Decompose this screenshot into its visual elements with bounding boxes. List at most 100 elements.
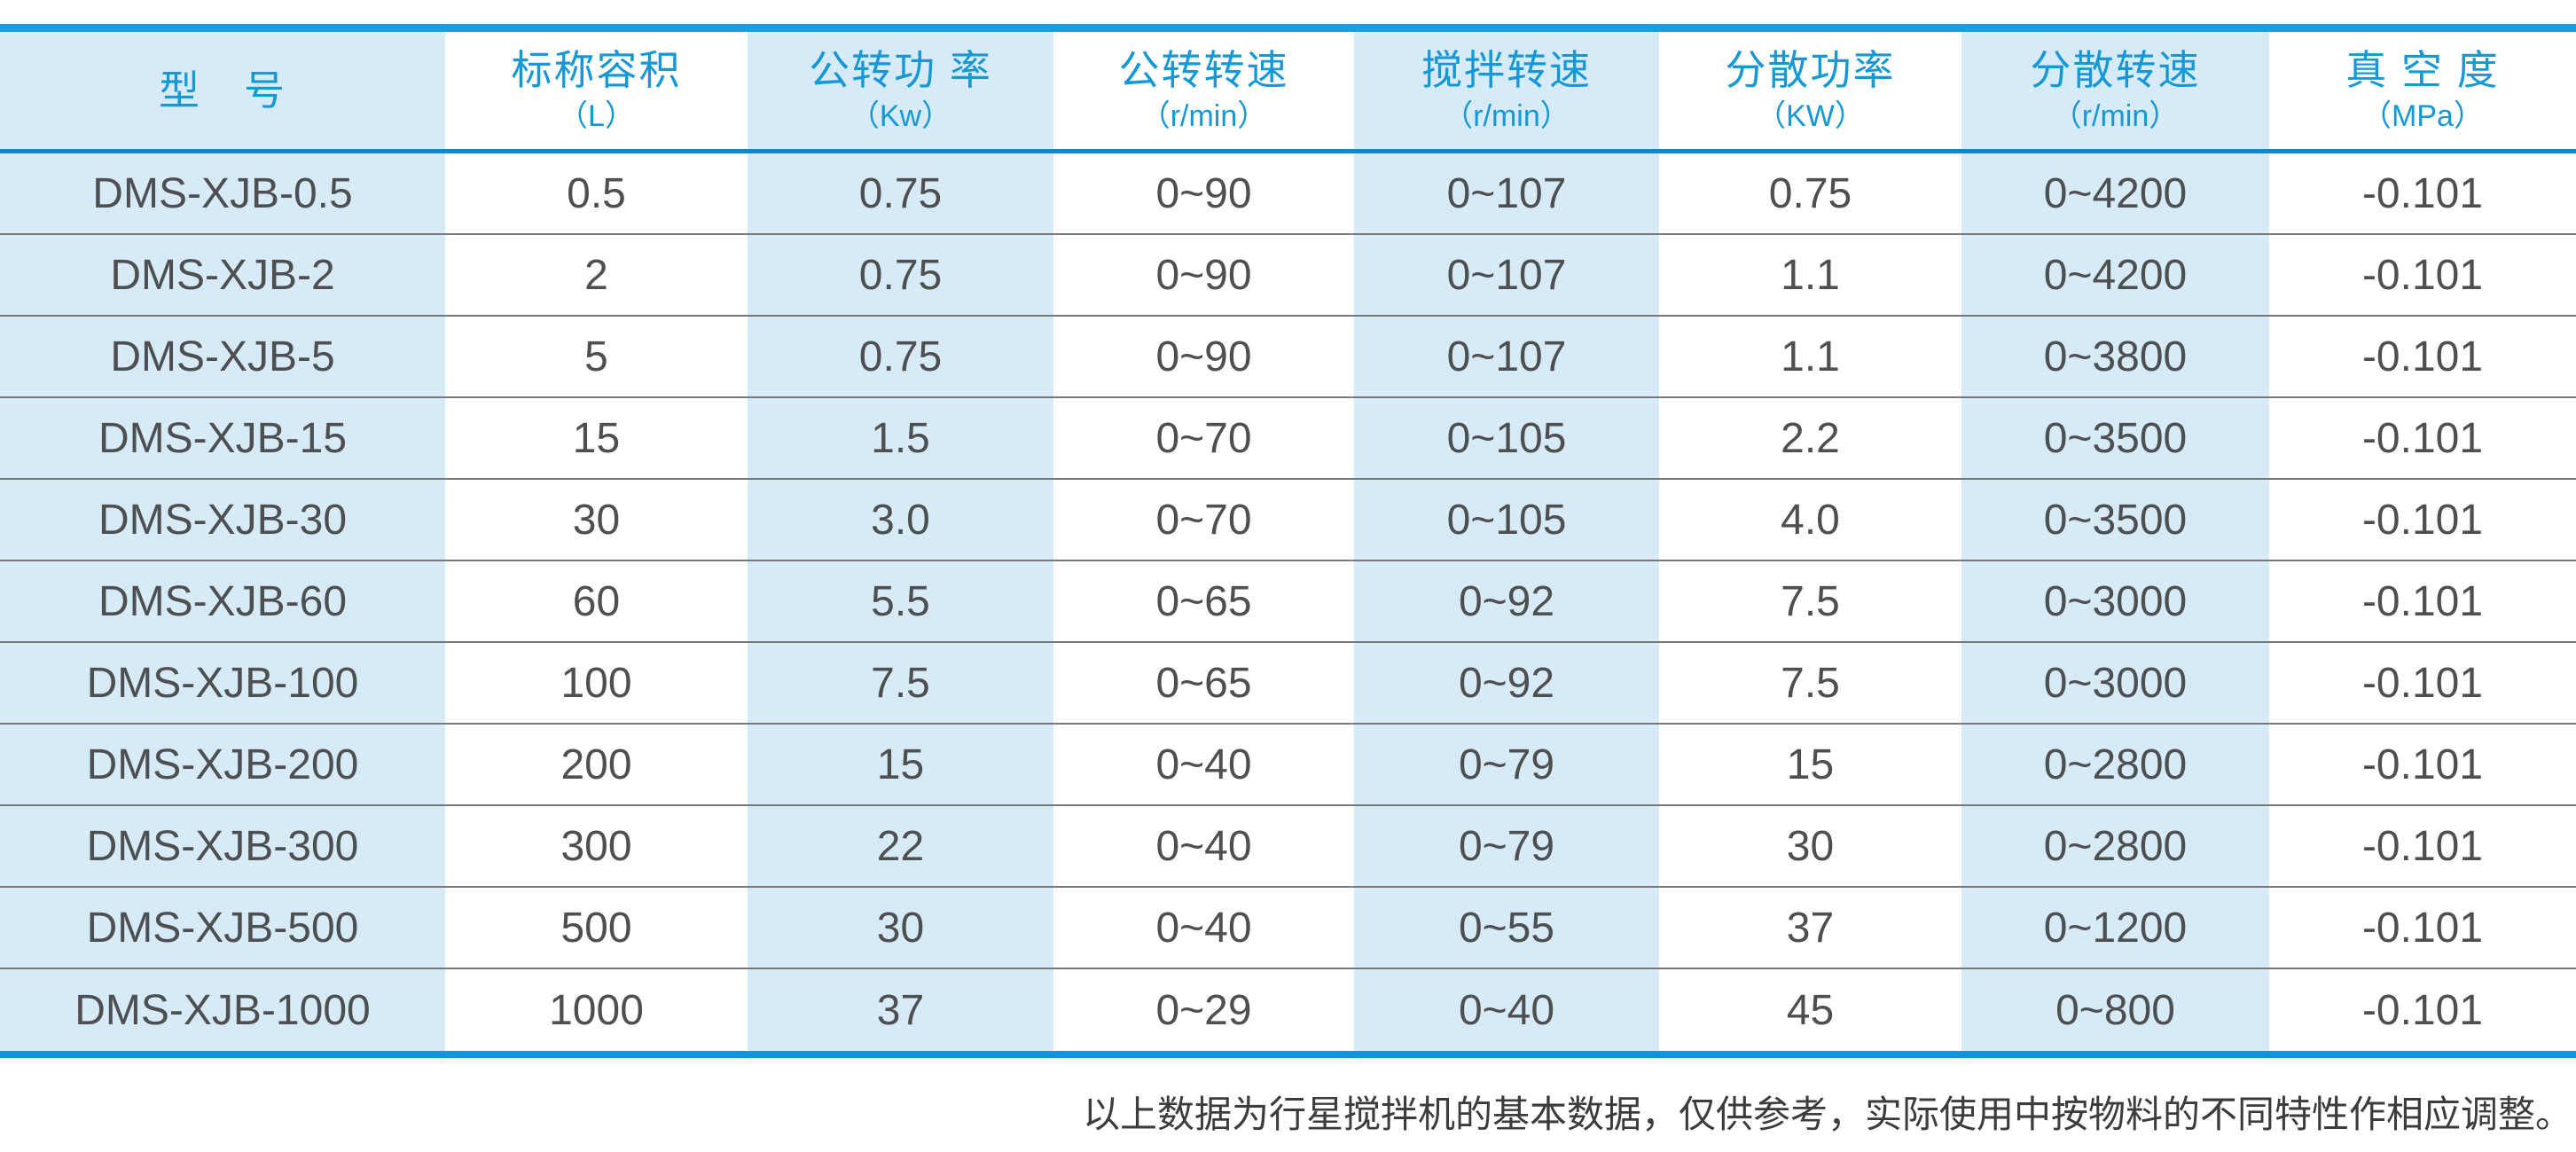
value-cell: -0.101 bbox=[2361, 741, 2484, 788]
value-cell: 0~70 bbox=[1155, 414, 1252, 462]
header-title: 分散转速 bbox=[2030, 47, 2201, 93]
value-cell: 0.5 bbox=[567, 169, 626, 217]
value-cell: 0~800 bbox=[1961, 969, 2269, 1051]
value-cell: -0.101 bbox=[2361, 414, 2484, 462]
value-cell: 30 bbox=[748, 888, 1053, 968]
value-cell: 0~105 bbox=[1354, 480, 1659, 560]
table-header-divider bbox=[0, 149, 2576, 153]
model-cell: DMS-XJB-500 bbox=[0, 888, 445, 968]
value-cell: 0~40 bbox=[1155, 822, 1252, 870]
value-cell: 0~29 bbox=[1155, 986, 1252, 1034]
value-cell: 2.2 bbox=[1781, 414, 1840, 462]
header-title: 搅拌转速 bbox=[1421, 47, 1592, 93]
value-cell: 2 bbox=[584, 251, 608, 299]
value-cell: -0.101 bbox=[2361, 251, 2484, 299]
value-cell: 500 bbox=[560, 904, 632, 952]
value-cell: 0~55 bbox=[1354, 888, 1659, 968]
header-cell-6: 分散转速 （r/min） bbox=[1961, 32, 2269, 149]
value-cell: 5.5 bbox=[748, 561, 1053, 641]
value-cell: 7.5 bbox=[1781, 659, 1840, 707]
value-cell: 0~2800 bbox=[1961, 806, 2269, 886]
value-cell: 30 bbox=[1786, 822, 1835, 870]
header-title: 型 号 bbox=[159, 67, 286, 114]
value-cell: -0.101 bbox=[2361, 169, 2484, 217]
header-unit: （r/min） bbox=[1139, 98, 1268, 133]
table-row: DMS-XJB-60 60 5.5 0~65 0~92 7.5 0~3000 -0.101 bbox=[0, 561, 2576, 643]
value-cell: 0~107 bbox=[1354, 235, 1659, 315]
value-cell: 22 bbox=[748, 806, 1053, 886]
table-row: DMS-XJB-200 200 15 0~40 0~79 15 0~2800 -0.101 bbox=[0, 725, 2576, 806]
model-cell: DMS-XJB-30 bbox=[0, 480, 445, 560]
value-cell: 0~105 bbox=[1354, 398, 1659, 478]
header-title: 公转转速 bbox=[1118, 47, 1289, 93]
value-cell: 0.75 bbox=[748, 153, 1053, 233]
value-cell: 200 bbox=[560, 741, 632, 788]
value-cell: 0~4200 bbox=[1961, 153, 2269, 233]
table-row: DMS-XJB-300 300 22 0~40 0~79 30 0~2800 -0.101 bbox=[0, 806, 2576, 888]
header-cell-7: 真 空 度 （MPa） bbox=[2269, 32, 2576, 149]
value-cell: 0~3500 bbox=[1961, 398, 2269, 478]
table-top-border bbox=[0, 24, 2576, 32]
header-unit: （L） bbox=[558, 98, 635, 133]
value-cell: -0.101 bbox=[2361, 577, 2484, 625]
value-cell: 0~4200 bbox=[1961, 235, 2269, 315]
header-title: 标称容积 bbox=[511, 47, 682, 93]
value-cell: 0~90 bbox=[1155, 251, 1252, 299]
header-cell-5: 分散功率 （KW） bbox=[1659, 32, 1961, 149]
value-cell: 1.1 bbox=[1781, 333, 1840, 380]
spec-table: 型 号 标称容积 （L） 公转功 率 （Kw） 公转转速 （r/min） 搅拌转速 （r/min… bbox=[0, 24, 2576, 1058]
value-cell: 0~107 bbox=[1354, 153, 1659, 233]
value-cell: 0~3800 bbox=[1961, 317, 2269, 396]
value-cell: 0~79 bbox=[1354, 725, 1659, 804]
value-cell: 1000 bbox=[549, 986, 644, 1034]
value-cell: 1.1 bbox=[1781, 251, 1840, 299]
model-cell: DMS-XJB-300 bbox=[0, 806, 445, 886]
value-cell: 0.75 bbox=[1768, 169, 1852, 217]
value-cell: 0~2800 bbox=[1961, 725, 2269, 804]
value-cell: 1.5 bbox=[748, 398, 1053, 478]
value-cell: 5 bbox=[584, 333, 608, 380]
table-row: DMS-XJB-1000 1000 37 0~29 0~40 45 0~800 -0.101 bbox=[0, 969, 2576, 1051]
value-cell: 300 bbox=[560, 822, 632, 870]
value-cell: 0~40 bbox=[1155, 741, 1252, 788]
value-cell: 15 bbox=[572, 414, 621, 462]
table-row: DMS-XJB-5 5 0.75 0~90 0~107 1.1 0~3800 -0.101 bbox=[0, 317, 2576, 398]
model-cell: DMS-XJB-100 bbox=[0, 643, 445, 723]
value-cell: 0~1200 bbox=[1961, 888, 2269, 968]
table-row: DMS-XJB-100 100 7.5 0~65 0~92 7.5 0~3000 -0.101 bbox=[0, 643, 2576, 725]
value-cell: 37 bbox=[748, 969, 1053, 1051]
value-cell: 15 bbox=[1786, 741, 1835, 788]
value-cell: 0~92 bbox=[1354, 643, 1659, 723]
value-cell: 15 bbox=[748, 725, 1053, 804]
value-cell: 0~90 bbox=[1155, 169, 1252, 217]
model-cell: DMS-XJB-2 bbox=[0, 235, 445, 315]
header-cell-4: 搅拌转速 （r/min） bbox=[1354, 32, 1659, 149]
header-title: 公转功 率 bbox=[809, 47, 992, 93]
table-row: DMS-XJB-15 15 1.5 0~70 0~105 2.2 0~3500 -0.101 bbox=[0, 398, 2576, 480]
header-title: 真 空 度 bbox=[2345, 47, 2500, 93]
model-cell: DMS-XJB-60 bbox=[0, 561, 445, 641]
header-unit: （MPa） bbox=[2361, 98, 2484, 133]
value-cell: 0~65 bbox=[1155, 659, 1252, 707]
value-cell: 37 bbox=[1786, 904, 1835, 952]
table-row: DMS-XJB-500 500 30 0~40 0~55 37 0~1200 -0.101 bbox=[0, 888, 2576, 969]
value-cell: 0~92 bbox=[1354, 561, 1659, 641]
header-cell-1: 标称容积 （L） bbox=[445, 32, 748, 149]
value-cell: 7.5 bbox=[748, 643, 1053, 723]
top-margin bbox=[0, 0, 2576, 24]
value-cell: -0.101 bbox=[2361, 822, 2484, 870]
model-cell: DMS-XJB-200 bbox=[0, 725, 445, 804]
table-body: DMS-XJB-0.5 0.5 0.75 0~90 0~107 0.75 0~4200 -0.… bbox=[0, 153, 2576, 1051]
value-cell: 0~70 bbox=[1155, 496, 1252, 544]
value-cell: 4.0 bbox=[1781, 496, 1840, 544]
value-cell: 45 bbox=[1786, 986, 1835, 1034]
value-cell: 0~90 bbox=[1155, 333, 1252, 380]
value-cell: -0.101 bbox=[2361, 986, 2484, 1034]
value-cell: 3.0 bbox=[748, 480, 1053, 560]
value-cell: 0~3500 bbox=[1961, 480, 2269, 560]
value-cell: 7.5 bbox=[1781, 577, 1840, 625]
value-cell: 60 bbox=[572, 577, 621, 625]
header-cell-3: 公转转速 （r/min） bbox=[1053, 32, 1354, 149]
header-unit: （Kw） bbox=[849, 98, 952, 133]
